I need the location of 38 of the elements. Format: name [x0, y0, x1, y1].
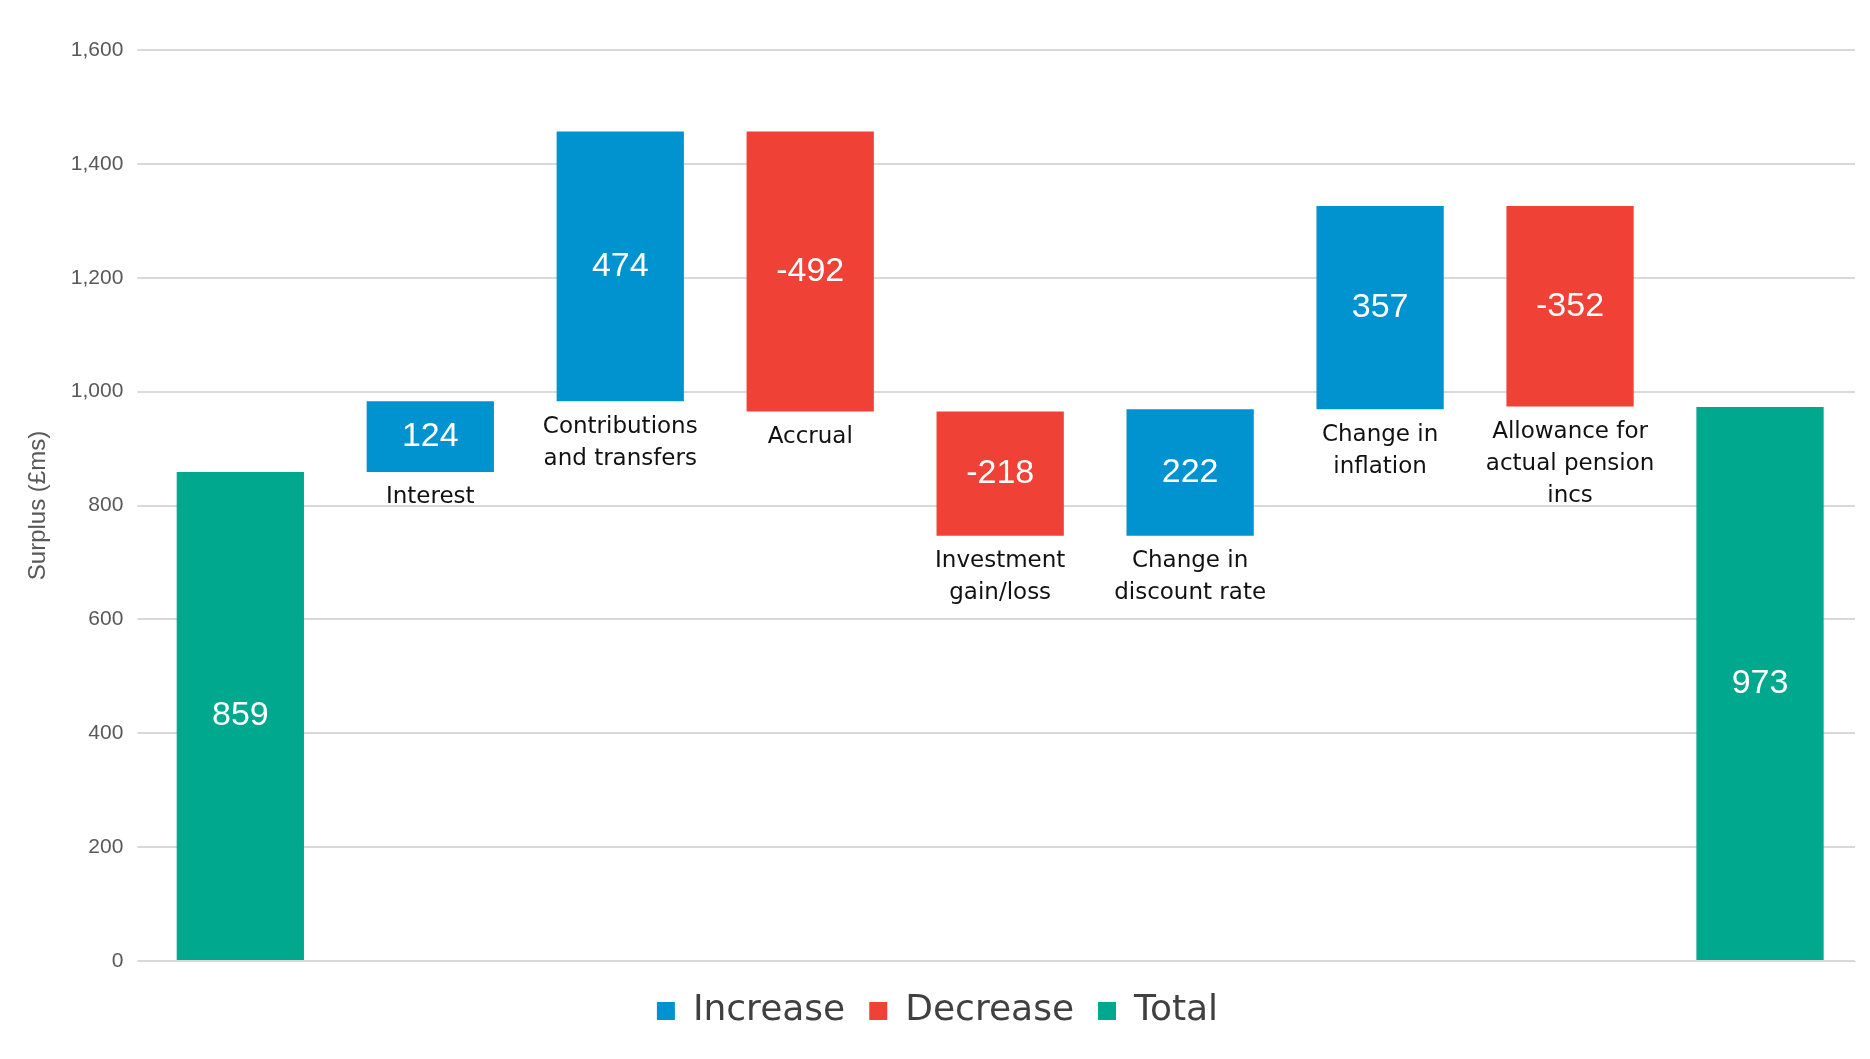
bar — [1696, 407, 1824, 960]
bar — [366, 401, 494, 472]
y-tick-label: 200 — [88, 833, 124, 857]
data-label: 474 — [591, 244, 649, 283]
data-label: 859 — [211, 694, 269, 733]
y-tick-label: 1,000 — [70, 378, 124, 402]
data-label: 973 — [1731, 661, 1789, 700]
data-label: -352 — [1536, 284, 1605, 323]
y-tick-label: 400 — [88, 720, 124, 744]
data-label: 124 — [401, 414, 459, 453]
bar — [556, 131, 684, 402]
x-tick-label: Contributions and transfers — [542, 411, 698, 470]
x-tick-label: Change in discount rate — [1114, 546, 1267, 605]
data-label: 357 — [1351, 286, 1409, 325]
data-label: 222 — [1161, 450, 1219, 489]
y-tick-label: 1,400 — [70, 150, 124, 174]
x-tick-label: Change in inflation — [1321, 419, 1439, 478]
x-tick-label: Investment gain/loss — [935, 546, 1066, 605]
bar — [1316, 206, 1444, 410]
y-tick-label: 0 — [111, 947, 124, 971]
y-tick-label: 1,600 — [70, 36, 124, 60]
x-tick-label: Allowance for actual pension incs — [1485, 416, 1655, 507]
x-tick-label: Accrual — [767, 422, 853, 449]
y-tick-label: 1,200 — [70, 264, 124, 288]
bar — [176, 471, 304, 960]
data-label: -492 — [776, 249, 845, 288]
bar — [936, 411, 1064, 536]
x-tick-label: Interest — [385, 482, 475, 509]
y-tick-label: 800 — [88, 492, 124, 516]
y-tick-label: 600 — [88, 606, 124, 630]
legend-label: Decrease — [905, 987, 1075, 1029]
bar — [1126, 409, 1254, 536]
data-label: -218 — [966, 451, 1035, 490]
y-axis-title: Surplus (£ms) — [23, 430, 51, 581]
legend-label: Increase — [692, 987, 846, 1029]
bar — [746, 131, 874, 412]
bar — [1506, 206, 1634, 407]
legend-label: Total — [1133, 987, 1219, 1029]
